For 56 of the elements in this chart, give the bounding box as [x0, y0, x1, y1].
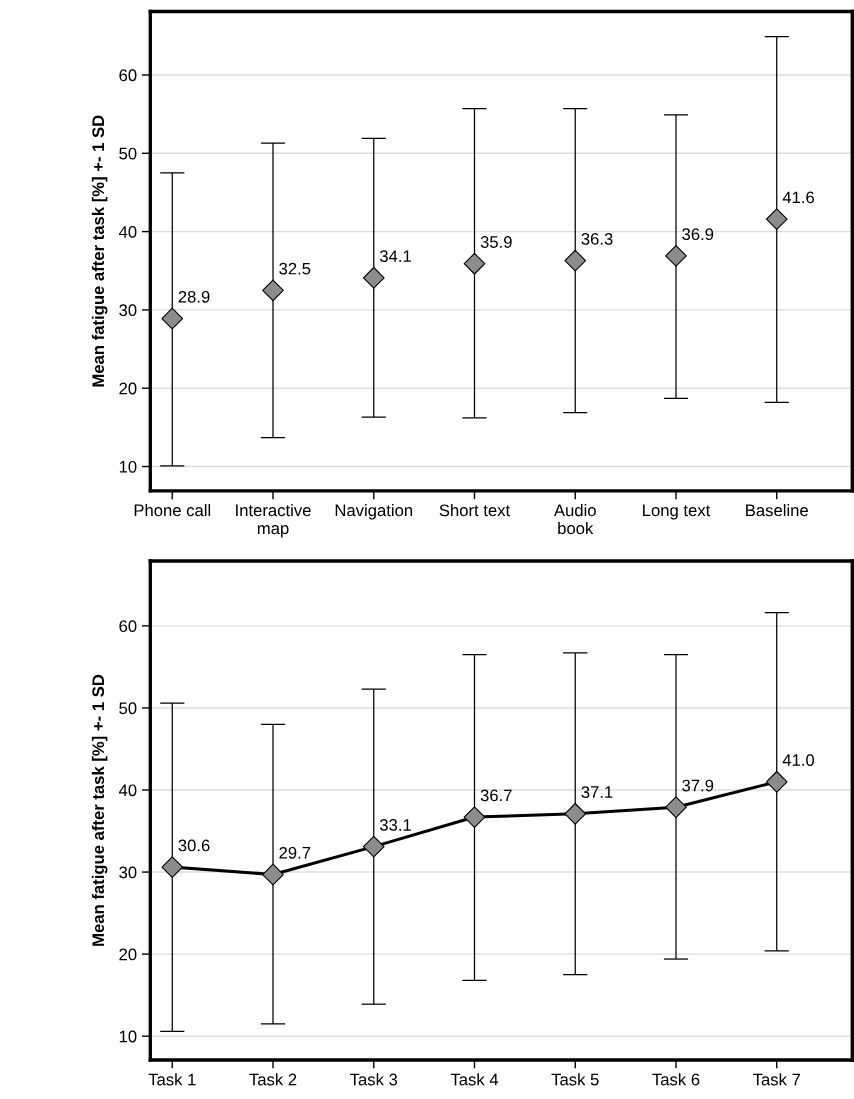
point	[262, 279, 284, 302]
point	[262, 863, 284, 886]
data-label: 36.9	[682, 228, 714, 241]
y-tick-label: 10	[119, 1030, 137, 1043]
x-tick-label: Baseline	[746, 504, 808, 517]
y-tick-label: 30	[119, 866, 137, 879]
point	[765, 770, 788, 793]
x-tick-label: Short text	[439, 504, 511, 517]
data-label: 41.6	[782, 191, 814, 204]
x-tick-label: Task 4	[450, 1073, 499, 1086]
data-label: 36.3	[581, 232, 613, 245]
y-tick-label: 40	[118, 226, 137, 238]
x-tick-label: Long text	[643, 504, 711, 520]
y-tick-label: 10	[119, 460, 137, 473]
data-label: 28.9	[178, 290, 210, 303]
point	[362, 835, 385, 858]
point	[161, 307, 184, 330]
point	[463, 806, 486, 828]
point	[463, 252, 486, 275]
x-tick-label: Task 5	[551, 1073, 599, 1086]
x-tick-label: Navigation	[335, 504, 413, 520]
x-tick-label: Audio book	[553, 504, 596, 535]
point	[665, 245, 687, 267]
y-tick-label: 20	[119, 948, 137, 961]
data-label: 41.0	[782, 754, 815, 766]
point	[765, 208, 788, 230]
point	[362, 266, 385, 289]
x-tick-label: Task 6	[652, 1073, 700, 1086]
x-tick-label: Task 1	[148, 1073, 196, 1086]
y-tick-label: 20	[119, 382, 137, 395]
point	[665, 796, 687, 819]
point	[161, 856, 184, 878]
data-label: 30.6	[178, 839, 210, 852]
y-tick-label: 40	[118, 784, 137, 797]
data-label: 37.1	[581, 786, 613, 798]
data-label: 34.1	[379, 250, 411, 263]
data-label: 32.5	[279, 262, 311, 275]
y-tick-label: 50	[119, 147, 137, 160]
x-tick-label: Phone call	[134, 504, 211, 517]
x-tick-label: Task 2	[249, 1073, 297, 1086]
data-label: 37.9	[682, 779, 714, 792]
point	[564, 249, 587, 272]
x-tick-label: Interactive map	[236, 504, 311, 538]
y-tick-label: 30	[119, 304, 137, 317]
y-tick-label: 50	[119, 702, 137, 715]
y-tick-label: 60	[119, 620, 137, 633]
point	[564, 802, 587, 825]
y-axis-title: Mean fatigue after task [%] +- 1 SD	[91, 674, 108, 946]
data-label: 35.9	[480, 236, 512, 248]
x-tick-label: Task 7	[753, 1073, 800, 1086]
data-label: 33.1	[379, 819, 411, 831]
data-label: 29.7	[279, 846, 311, 859]
y-axis-title: Mean fatigue after task [%] +- 1 SD	[91, 115, 108, 387]
data-label: 36.7	[480, 789, 512, 802]
y-tick-label: 60	[119, 69, 137, 82]
x-tick-label: Task 3	[350, 1073, 398, 1086]
